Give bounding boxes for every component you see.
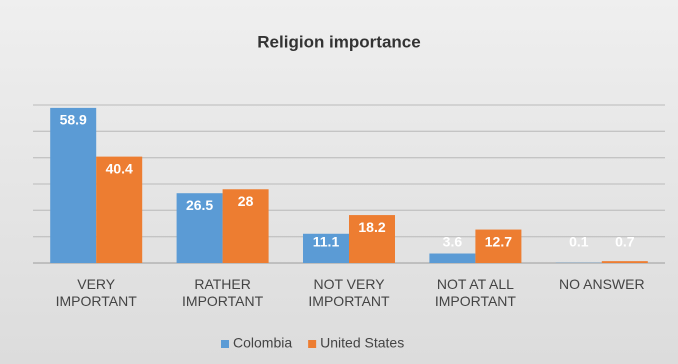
- legend-label: United States: [320, 335, 404, 351]
- data-label: 40.4: [106, 160, 133, 176]
- data-label: 0.7: [615, 234, 635, 250]
- data-label: 0.1: [569, 234, 589, 250]
- bar: [429, 253, 476, 263]
- legend-swatch: [221, 340, 229, 348]
- x-tick-label: VERY IMPORTANT: [55, 276, 137, 309]
- data-label: 26.5: [186, 197, 213, 213]
- data-label: 3.6: [443, 234, 463, 250]
- bar: [475, 229, 522, 263]
- data-label: 11.1: [313, 234, 340, 250]
- bar: [50, 107, 97, 263]
- x-tick-label: NOT VERY IMPORTANT: [308, 276, 390, 309]
- data-label: 28: [238, 193, 254, 209]
- bar: [303, 233, 349, 263]
- legend-label: Colombia: [233, 335, 292, 351]
- data-label: 58.9: [60, 112, 87, 128]
- chart-title: Religion importance: [257, 32, 420, 51]
- bar: [96, 156, 143, 263]
- bar: [349, 215, 395, 263]
- bar: [176, 193, 223, 263]
- x-tick-label: NOT AT ALL IMPORTANT: [434, 276, 516, 309]
- bar: [222, 189, 269, 263]
- bar: [601, 261, 648, 263]
- legend-swatch: [308, 340, 317, 348]
- x-tick-label: RATHER IMPORTANT: [182, 276, 264, 309]
- x-tick-label: NO ANSWER: [559, 276, 645, 292]
- data-label: 18.2: [358, 219, 385, 235]
- data-label: 12.7: [485, 233, 512, 249]
